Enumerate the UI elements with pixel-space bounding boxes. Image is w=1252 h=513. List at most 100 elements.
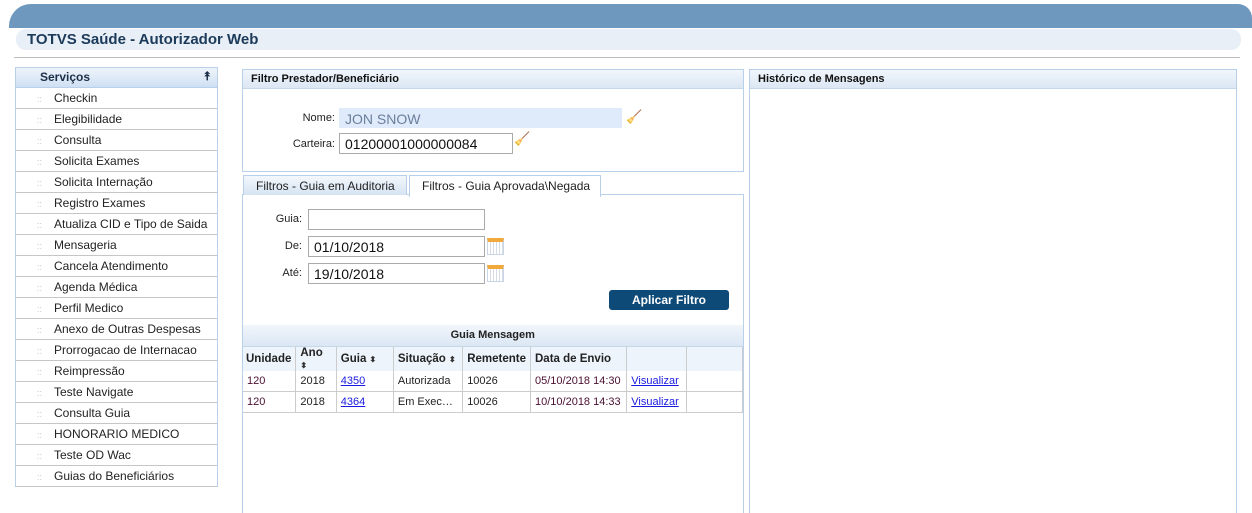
sidebar-item[interactable]: :: Consulta Guia bbox=[16, 403, 217, 424]
tab-aprovada-negada[interactable]: Filtros - Guia Aprovada\Negada bbox=[409, 175, 601, 197]
bullet-icon: :: bbox=[37, 220, 43, 230]
sidebar-item[interactable]: :: Reimpressão bbox=[16, 361, 217, 382]
table-cell: 120 bbox=[243, 370, 297, 392]
table-cell: 10026 bbox=[462, 391, 531, 413]
nome-field[interactable]: JON SNOW bbox=[339, 108, 622, 128]
visualizar-link[interactable]: Visualizar bbox=[631, 374, 679, 387]
sidebar-item[interactable]: :: Elegibilidade bbox=[16, 109, 217, 130]
sidebar-item[interactable]: :: Teste Navigate bbox=[16, 382, 217, 403]
sidebar-item[interactable]: :: Registro Exames bbox=[16, 193, 217, 214]
bullet-icon: :: bbox=[37, 94, 43, 104]
table-cell: 4350 bbox=[336, 370, 394, 392]
table-cell: 10026 bbox=[462, 370, 531, 392]
sidebar-item-label: Solicita Internação bbox=[54, 175, 153, 189]
top-banner bbox=[9, 4, 1252, 28]
sort-icon[interactable]: ⬍ bbox=[449, 354, 456, 364]
sidebar-item[interactable]: :: Consulta bbox=[16, 130, 217, 151]
column-header[interactable]: Ano ⬍ bbox=[295, 346, 337, 371]
filtro-title: Filtro Prestador/Beneficiário bbox=[243, 70, 743, 89]
sidebar-item-label: Agenda Médica bbox=[54, 280, 138, 294]
sidebar-item-label: Prorrogacao de Internacao bbox=[54, 343, 197, 357]
table-cell: 05/10/2018 14:30 bbox=[530, 370, 628, 392]
bullet-icon: :: bbox=[37, 346, 43, 356]
title-bar: TOTVS Saúde - Autorizador Web bbox=[16, 29, 1241, 50]
bullet-icon: :: bbox=[37, 367, 43, 377]
clear-nome-icon[interactable]: 🧹 bbox=[626, 109, 643, 124]
column-header-label: Situação bbox=[397, 352, 446, 365]
sort-icon[interactable]: ⬍ bbox=[300, 360, 308, 370]
bullet-icon: :: bbox=[37, 304, 43, 314]
sidebar-item[interactable]: :: Cancela Atendimento bbox=[16, 256, 217, 277]
column-header: Remetente bbox=[462, 346, 531, 371]
sidebar-item-label: Mensageria bbox=[54, 238, 117, 252]
bullet-icon: :: bbox=[37, 430, 43, 440]
bullet-icon: :: bbox=[37, 199, 43, 209]
sidebar-item[interactable]: :: Checkin bbox=[16, 88, 217, 109]
visualizar-link[interactable]: Visualizar bbox=[631, 396, 679, 408]
sidebar-item-label: Cancela Atendimento bbox=[54, 259, 169, 273]
tab-auditoria[interactable]: Filtros - Guia em Auditoria bbox=[243, 175, 407, 195]
sidebar-item-label: Reimpressão bbox=[54, 364, 125, 378]
sidebar-item-label: Teste Navigate bbox=[54, 385, 134, 399]
bullet-icon: :: bbox=[37, 241, 43, 251]
sidebar-item-label: Perfil Medico bbox=[54, 301, 124, 315]
calendar-icon[interactable] bbox=[487, 265, 504, 282]
sidebar-item[interactable]: :: Agenda Médica bbox=[16, 277, 217, 298]
table-cell bbox=[686, 370, 744, 392]
carteira-field[interactable]: 01200001000000084 bbox=[339, 133, 513, 154]
table-cell: 10/10/2018 14:33 bbox=[530, 391, 628, 413]
ate-date-field[interactable]: 19/10/2018 bbox=[308, 263, 485, 284]
sidebar-item[interactable]: :: Teste OD Wac bbox=[16, 445, 217, 466]
ate-label: Até: bbox=[282, 267, 302, 279]
calendar-icon[interactable] bbox=[487, 238, 504, 255]
sidebar-title: Serviços bbox=[40, 70, 91, 84]
table-cell: Autorizada bbox=[393, 370, 464, 392]
sidebar-item[interactable]: :: HONORARIO MEDICO bbox=[16, 424, 217, 445]
sidebar-item-label: HONORARIO MEDICO bbox=[54, 427, 180, 441]
table-cell: Visualizar bbox=[626, 391, 687, 413]
guia-link[interactable]: 4350 bbox=[340, 374, 366, 387]
sidebar-item[interactable]: :: Solicita Internação bbox=[16, 172, 217, 193]
column-header[interactable]: Guia ⬍ bbox=[336, 346, 394, 371]
sidebar-header[interactable]: Serviços ⯭ bbox=[16, 68, 217, 88]
table-row: 120 2018 4364 Em Exec… 10026 10/10/2018 14:33… bbox=[243, 391, 744, 413]
sidebar-item[interactable]: :: Mensageria bbox=[16, 235, 217, 256]
column-header-label: Remetente bbox=[467, 352, 526, 365]
historico-panel: Histórico de Mensagens bbox=[749, 69, 1237, 513]
table-cell: 2018 bbox=[295, 370, 337, 392]
sidebar-item-label: Registro Exames bbox=[54, 196, 146, 210]
divider bbox=[14, 57, 1240, 58]
apply-filter-button[interactable]: Aplicar Filtro bbox=[609, 290, 729, 310]
column-header: Data de Envio bbox=[530, 346, 628, 371]
bullet-icon: :: bbox=[37, 157, 43, 167]
sidebar-item[interactable]: :: Guias do Beneficiários bbox=[16, 466, 217, 487]
sort-icon[interactable]: ⬍ bbox=[369, 354, 377, 364]
table-cell: 2018 bbox=[295, 391, 337, 413]
sidebar-item[interactable]: :: Atualiza CID e Tipo de Saida bbox=[16, 214, 217, 235]
sidebar-item[interactable]: :: Anexo de Outras Despesas bbox=[16, 319, 217, 340]
de-date-field[interactable]: 01/10/2018 bbox=[308, 236, 485, 257]
bullet-icon: :: bbox=[37, 283, 43, 293]
sidebar-item-label: Atualiza CID e Tipo de Saida bbox=[54, 217, 208, 231]
sidebar: Serviços ⯭ :: Checkin:: Elegibilidade:: Cons… bbox=[15, 67, 218, 487]
sidebar-item[interactable]: :: Solicita Exames bbox=[16, 151, 217, 172]
de-label: De: bbox=[284, 240, 302, 252]
table-cell: 120 bbox=[243, 391, 297, 413]
sidebar-item[interactable]: :: Prorrogacao de Internacao bbox=[16, 340, 217, 361]
table-row: 120 2018 4350 Autorizada 10026 05/10/2018 14:… bbox=[243, 370, 744, 392]
guia-field[interactable] bbox=[308, 209, 485, 230]
bullet-icon: :: bbox=[37, 115, 43, 125]
historico-title: Histórico de Mensagens bbox=[750, 70, 1236, 89]
table-cell bbox=[686, 391, 744, 413]
carteira-label: Carteira: bbox=[292, 138, 335, 150]
table-cell: Em Exec… bbox=[393, 391, 464, 413]
column-header[interactable]: Situação ⬍ bbox=[393, 346, 464, 371]
clear-carteira-icon[interactable]: 🧹 bbox=[514, 131, 531, 146]
column-header-label: Ano bbox=[300, 346, 323, 359]
guia-link[interactable]: 4364 bbox=[340, 396, 366, 408]
guia-label: Guia: bbox=[275, 213, 302, 225]
column-header-label: Unidade bbox=[246, 352, 292, 365]
collapse-icon[interactable]: ⯭ bbox=[203, 69, 211, 83]
sidebar-item-label: Elegibilidade bbox=[54, 112, 123, 126]
sidebar-item[interactable]: :: Perfil Medico bbox=[16, 298, 217, 319]
